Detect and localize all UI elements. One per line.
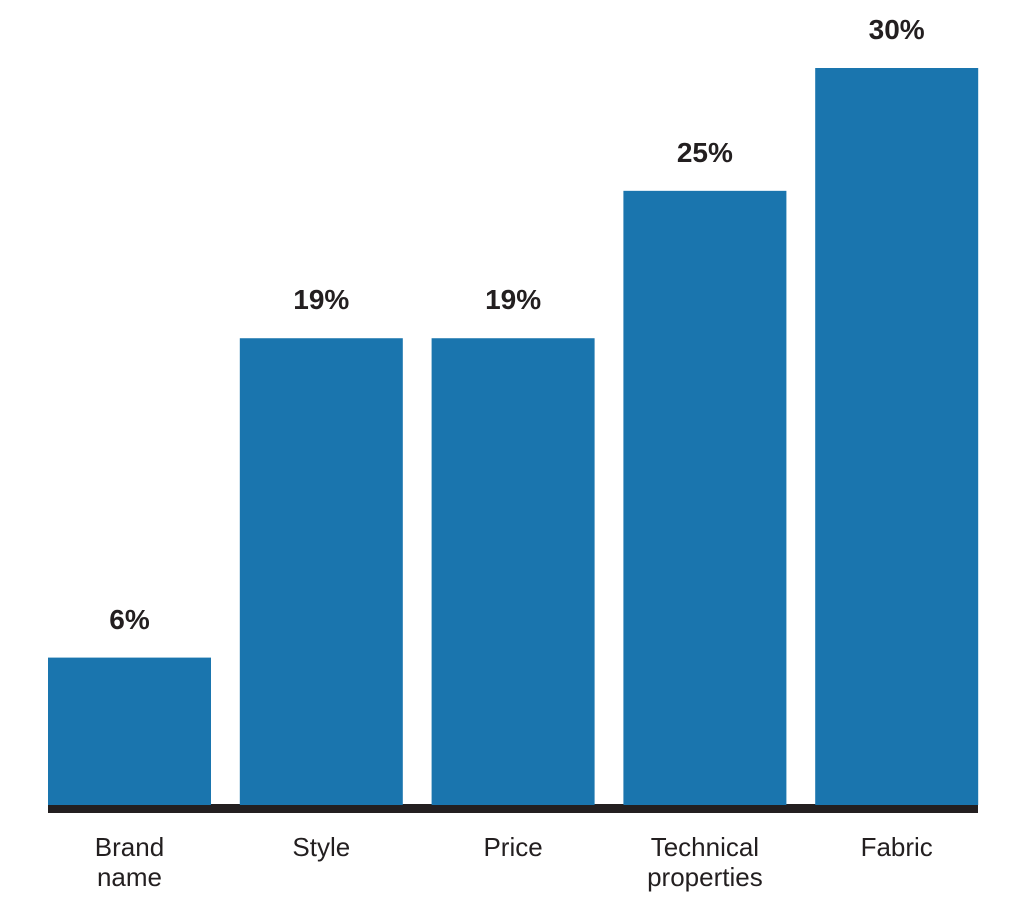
value-label: 25% xyxy=(676,136,733,168)
x-tick-label: Style xyxy=(292,832,351,862)
value-label: 19% xyxy=(293,284,350,316)
bar xyxy=(431,338,595,805)
value-label: 30% xyxy=(868,14,925,45)
bar xyxy=(815,68,979,805)
bar xyxy=(239,338,403,805)
baseline xyxy=(48,804,978,813)
value-label: 6% xyxy=(109,603,150,635)
x-tick-label: Fabric xyxy=(860,832,933,862)
value-label: 19% xyxy=(485,284,542,316)
x-tick-label: Price xyxy=(483,832,543,862)
x-tick-label: Brand name xyxy=(94,832,165,892)
x-tick-label: Technical properties xyxy=(647,832,763,892)
bar xyxy=(623,190,787,806)
bar xyxy=(48,657,211,805)
